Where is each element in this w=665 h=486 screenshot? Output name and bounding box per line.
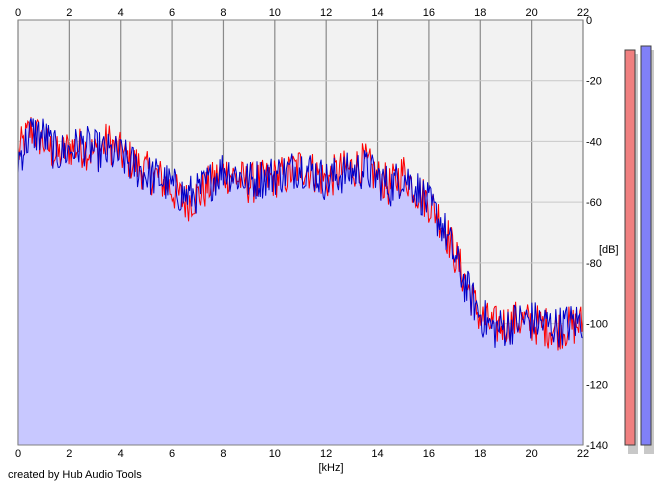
spectrum-fill [18, 117, 583, 445]
x-tick-labels-bottom: 0 2 4 6 8 10 12 14 16 18 20 22 [15, 448, 589, 460]
y-tick-label: -80 [586, 258, 602, 270]
level-meters [624, 45, 654, 454]
level-bar [640, 45, 652, 446]
credit-text: created by Hub Audio Tools [8, 469, 142, 481]
x-tick-label-bottom: 22 [577, 448, 589, 460]
x-tick-label-bottom: 10 [269, 448, 281, 460]
x-tick-labels-top: 0 2 4 6 8 10 12 14 16 18 20 22 [15, 7, 589, 19]
y-tick-label: -20 [586, 76, 602, 88]
x-tick-label-bottom: 6 [169, 448, 175, 460]
x-tick-label-bottom: 16 [423, 448, 435, 460]
x-tick-label-bottom: 14 [371, 448, 383, 460]
x-tick-label-top: 6 [169, 7, 175, 19]
x-tick-label-bottom: 18 [474, 448, 486, 460]
y-tick-label: 0 [586, 15, 592, 27]
x-tick-label-top: 20 [526, 7, 538, 19]
y-tick-label: -40 [586, 136, 602, 148]
level-bar [624, 49, 636, 446]
y-tick-label: -60 [586, 197, 602, 209]
x-tick-label-bottom: 12 [320, 448, 332, 460]
x-tick-label-bottom: 0 [15, 448, 21, 460]
y-tick-label: -120 [586, 379, 608, 391]
x-tick-label-top: 4 [118, 7, 124, 19]
y-axis-label: [dB] [599, 244, 619, 256]
x-tick-label-top: 8 [220, 7, 226, 19]
x-tick-label-top: 0 [15, 7, 21, 19]
y-tick-label: -100 [586, 319, 608, 331]
x-tick-label-top: 18 [474, 7, 486, 19]
x-tick-label-top: 10 [269, 7, 281, 19]
x-tick-label-bottom: 8 [220, 448, 226, 460]
plot-frame [17, 19, 584, 446]
x-tick-label-top: 16 [423, 7, 435, 19]
series-red-line [17, 116, 584, 351]
x-tick-label-top: 2 [66, 7, 72, 19]
x-tick-label-bottom: 4 [118, 448, 124, 460]
x-tick-label-top: 12 [320, 7, 332, 19]
y-tick-labels: 0 -20 -40 -60 -80 -100 -120 -140 [586, 15, 608, 452]
y-tick-label: -140 [586, 440, 608, 452]
x-tick-label-top: 14 [371, 7, 383, 19]
series-blue-line [17, 118, 584, 348]
x-tick-label-top: 22 [577, 7, 589, 19]
x-tick-label-bottom: 20 [526, 448, 538, 460]
x-axis-label: [kHz] [318, 462, 343, 474]
x-tick-label-bottom: 2 [66, 448, 72, 460]
